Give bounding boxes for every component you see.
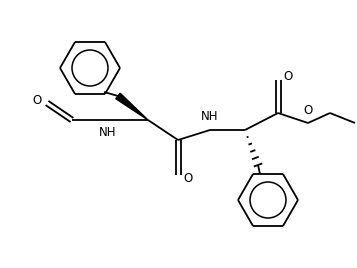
Text: O: O [183, 172, 193, 184]
Text: NH: NH [201, 110, 219, 124]
Text: O: O [32, 94, 42, 106]
Text: O: O [303, 105, 313, 117]
Polygon shape [116, 93, 148, 120]
Text: NH: NH [99, 126, 117, 140]
Text: O: O [283, 70, 293, 84]
